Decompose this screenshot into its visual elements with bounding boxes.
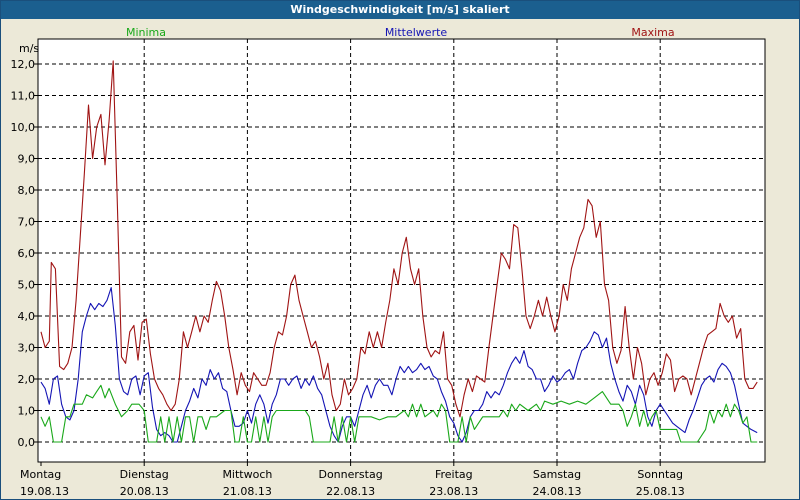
y-tick-label: 6,0 [18,247,36,260]
x-tick-label-day: Donnerstag [318,468,382,481]
series-line-minima [40,384,758,443]
x-tick-label-date: 24.08.13 [533,485,582,498]
x-tick-label-date: 23.08.13 [429,485,478,498]
x-tick-label-day: Freitag [435,468,473,481]
x-tick-label-date: 22.08.13 [326,485,375,498]
legend-item-minima: Minima [126,26,166,39]
x-tick-label-date: 20.08.13 [120,485,169,498]
y-tick-label: 1,0 [18,405,36,418]
x-tick-label-date: 25.08.13 [636,485,685,498]
x-tick-label-day: Mittwoch [222,468,272,481]
x-tick-label-day: Montag [20,468,61,481]
legend-item-maxima: Maxima [631,26,674,39]
y-tick-label: 10,0 [11,121,36,134]
x-tick-label-date: 21.08.13 [223,485,272,498]
y-tick-label: 5,0 [18,279,36,292]
x-tick-label-day: Dienstag [120,468,169,481]
x-tick-label-day: Samstag [533,468,581,481]
x-axis: Montag 19.08.13 Dienstag 20.08.13 Mittwoch 21… [20,462,685,498]
y-tick-label: 0,0 [18,436,36,449]
y-tick-label: 2,0 [18,373,36,386]
y-tick-label: 12,0 [11,58,36,71]
y-axis-label: m/s [19,42,39,55]
x-tick-label-day: Sonntag [637,468,683,481]
window-title: Windgeschwindigkeit [m/s] skaliert [1,1,799,19]
legend: Minima Mittelwerte Maxima [126,26,675,39]
y-tick-label: 3,0 [18,342,36,355]
legend-item-mittelwerte: Mittelwerte [385,26,448,39]
y-tick-label: 11,0 [11,90,36,103]
x-tick-label-date: 19.08.13 [20,485,69,498]
series-lines [40,60,758,443]
y-tick-label: 7,0 [18,216,36,229]
y-tick-label: 8,0 [18,184,36,197]
y-tick-label: 4,0 [18,310,36,323]
y-axis: m/s 0,0 1,0 2,0 3,0 4,0 5,0 6,0 7,0 8,0 9,0 10,0 11… [11,42,40,449]
y-tick-label: 9,0 [18,153,36,166]
series-line-mittelwerte [40,287,758,443]
series-line-maxima [40,60,758,418]
plot-area [37,38,766,463]
